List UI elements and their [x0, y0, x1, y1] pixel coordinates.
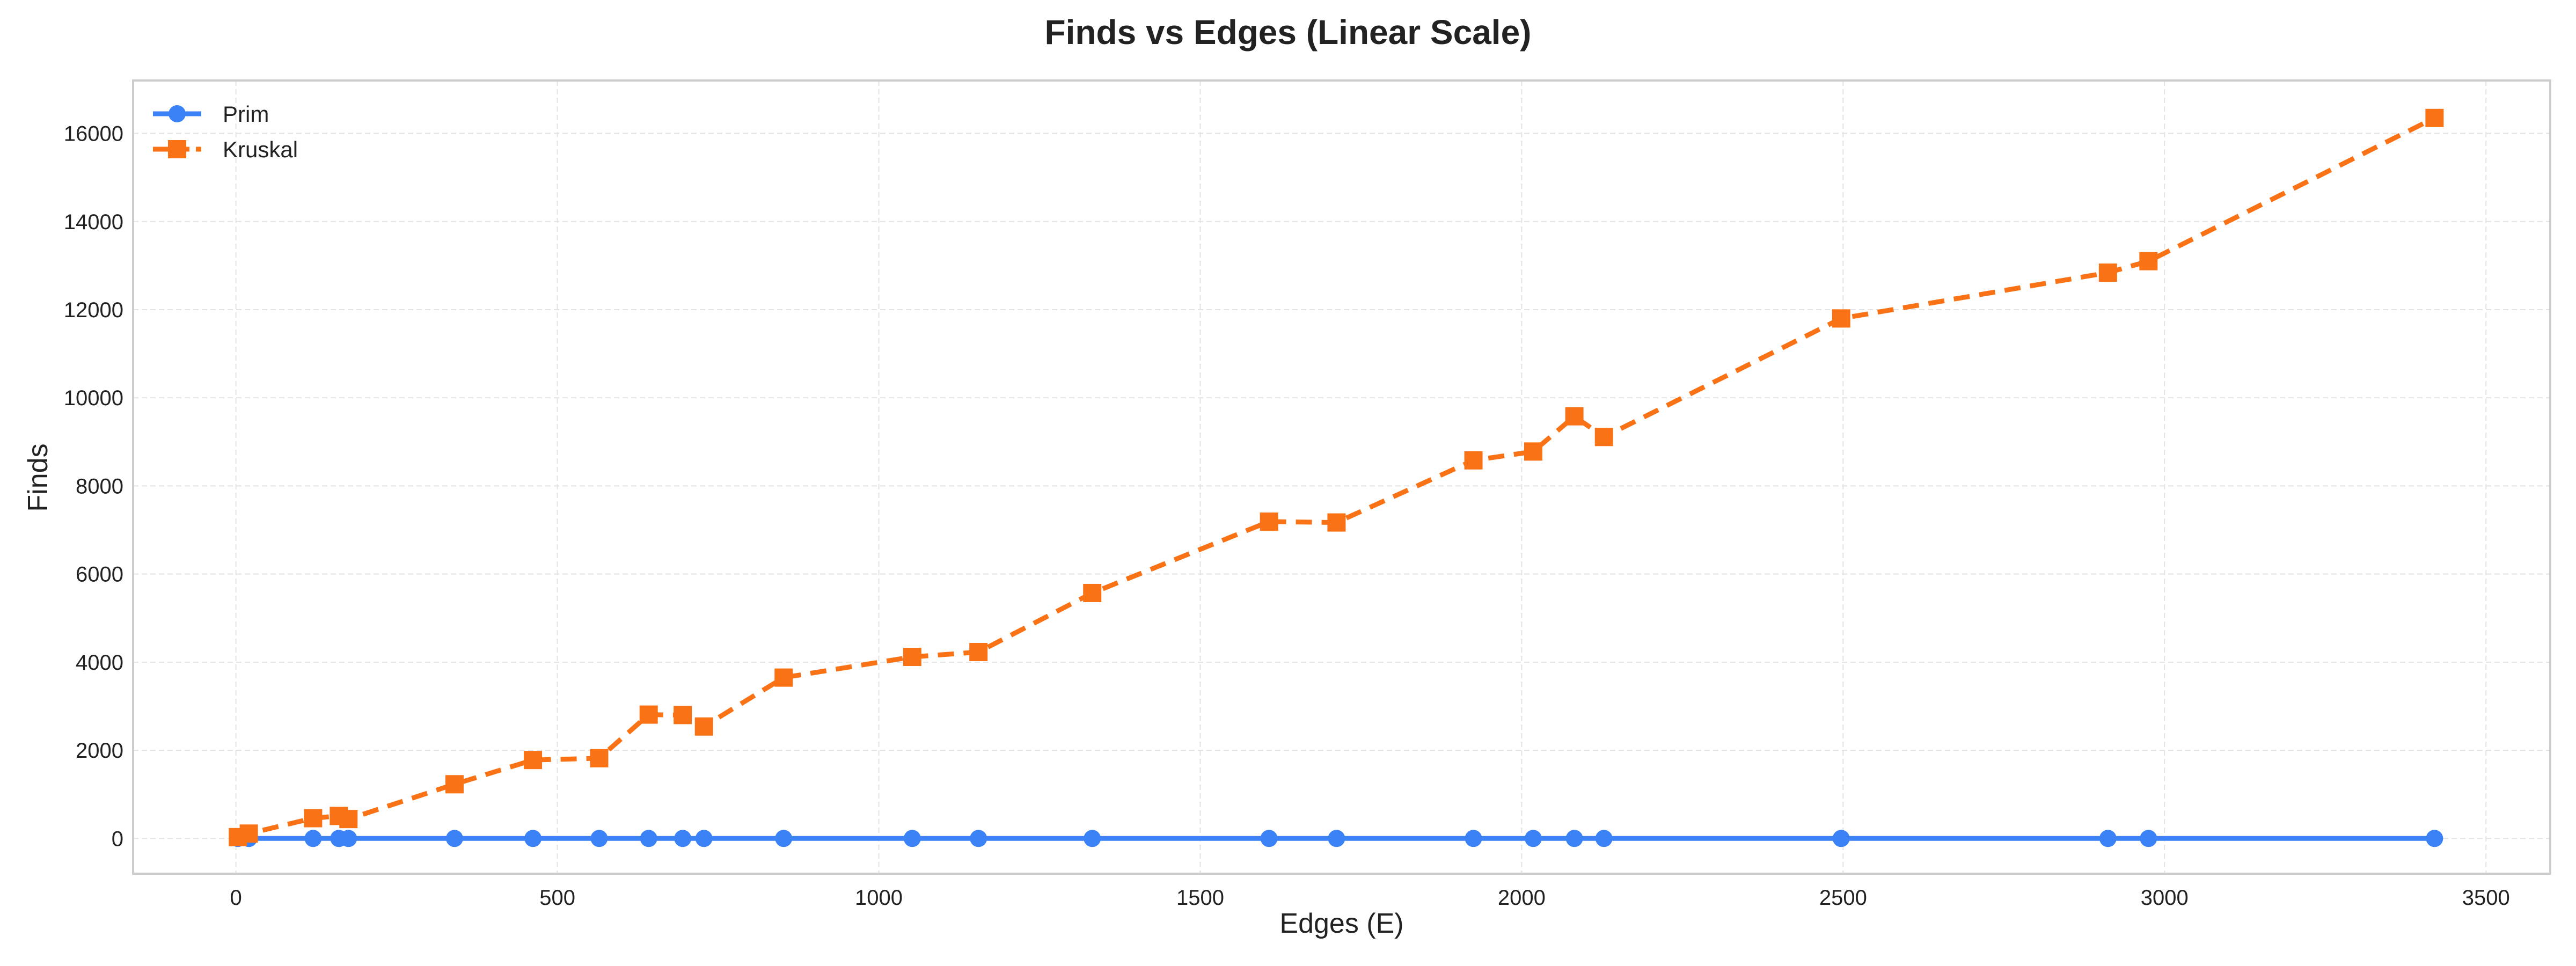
- data-point-kruskal: [2139, 252, 2158, 270]
- y-tick-label: 6000: [76, 563, 123, 587]
- data-point-prim: [695, 830, 713, 847]
- data-point-prim: [1565, 830, 1583, 847]
- legend-label-prim: Prim: [223, 101, 269, 127]
- data-point-kruskal: [1524, 442, 1542, 461]
- data-point-kruskal: [445, 775, 464, 794]
- data-point-prim: [2426, 830, 2443, 847]
- series-prim: [229, 830, 2443, 847]
- data-point-kruskal: [969, 642, 988, 661]
- legend-marker-prim: [169, 105, 186, 122]
- y-axis-label: Finds: [23, 443, 54, 511]
- y-tick-label: 10000: [64, 386, 123, 410]
- data-point-kruskal: [1565, 407, 1584, 426]
- data-point-kruskal: [1464, 451, 1483, 470]
- series-line-kruskal: [237, 115, 2436, 840]
- data-point-kruskal: [524, 751, 543, 770]
- legend-item-prim: Prim: [153, 101, 269, 127]
- y-tick-label: 4000: [76, 651, 123, 675]
- data-point-prim: [1524, 830, 1542, 847]
- data-point-kruskal: [2425, 108, 2444, 127]
- x-tick-label: 0: [230, 886, 242, 910]
- data-point-prim: [640, 830, 657, 847]
- chart-title: Finds vs Edges (Linear Scale): [1045, 13, 1532, 52]
- data-point-kruskal: [1083, 583, 1102, 602]
- y-tick-label: 14000: [64, 210, 123, 234]
- data-point-kruskal: [339, 810, 358, 829]
- legend-marker-kruskal: [168, 140, 186, 158]
- x-tick-label: 2500: [1819, 886, 1867, 910]
- data-point-prim: [1328, 830, 1345, 847]
- data-point-kruskal: [1260, 512, 1278, 531]
- data-point-prim: [970, 830, 987, 847]
- data-point-prim: [445, 830, 463, 847]
- x-tick-label: 500: [539, 886, 575, 910]
- data-point-prim: [590, 830, 608, 847]
- x-tick-label: 3000: [2141, 886, 2189, 910]
- data-point-prim: [1465, 830, 1482, 847]
- data-point-kruskal: [239, 824, 258, 843]
- data-point-prim: [1260, 830, 1278, 847]
- data-point-prim: [1832, 830, 1850, 847]
- data-point-kruskal: [1594, 428, 1613, 447]
- x-tick-label: 2000: [1498, 886, 1546, 910]
- legend-label-kruskal: Kruskal: [223, 137, 298, 162]
- x-tick-label: 1000: [855, 886, 903, 910]
- data-point-kruskal: [694, 717, 713, 736]
- y-tick-label: 2000: [76, 739, 123, 763]
- data-point-prim: [775, 830, 793, 847]
- data-point-kruskal: [304, 809, 323, 828]
- grid-lines: [133, 80, 2550, 874]
- data-point-kruskal: [774, 668, 793, 687]
- data-point-kruskal: [903, 648, 921, 667]
- series-layer: [229, 108, 2444, 847]
- legend: Prim Kruskal: [153, 101, 298, 162]
- data-point-prim: [340, 830, 357, 847]
- x-tick-label: 1500: [1176, 886, 1224, 910]
- data-point-prim: [524, 830, 542, 847]
- plot-area-frame: [132, 79, 2551, 875]
- x-tick-label: 3500: [2462, 886, 2510, 910]
- data-point-prim: [674, 830, 692, 847]
- data-point-prim: [304, 830, 322, 847]
- data-point-prim: [2099, 830, 2117, 847]
- data-point-kruskal: [1327, 513, 1346, 532]
- data-point-kruskal: [639, 705, 658, 724]
- data-point-kruskal: [1832, 309, 1850, 328]
- data-point-prim: [903, 830, 921, 847]
- legend-item-kruskal: Kruskal: [153, 137, 298, 162]
- y-tick-label: 12000: [64, 298, 123, 322]
- y-tick-label: 8000: [76, 474, 123, 498]
- data-point-kruskal: [590, 749, 609, 767]
- y-tick-label: 0: [112, 827, 123, 851]
- data-point-prim: [2140, 830, 2157, 847]
- axis-ticks: 0 500 1000 1500 2000 2500 3000 3500 0 2000 4000 600…: [64, 122, 2510, 910]
- data-point-prim: [1595, 830, 1613, 847]
- data-point-kruskal: [2098, 264, 2117, 282]
- x-axis-label: Edges (E): [1279, 908, 1403, 939]
- data-point-kruskal: [674, 706, 692, 724]
- series-kruskal: [229, 108, 2444, 846]
- y-tick-label: 16000: [64, 122, 123, 146]
- data-point-prim: [1084, 830, 1101, 847]
